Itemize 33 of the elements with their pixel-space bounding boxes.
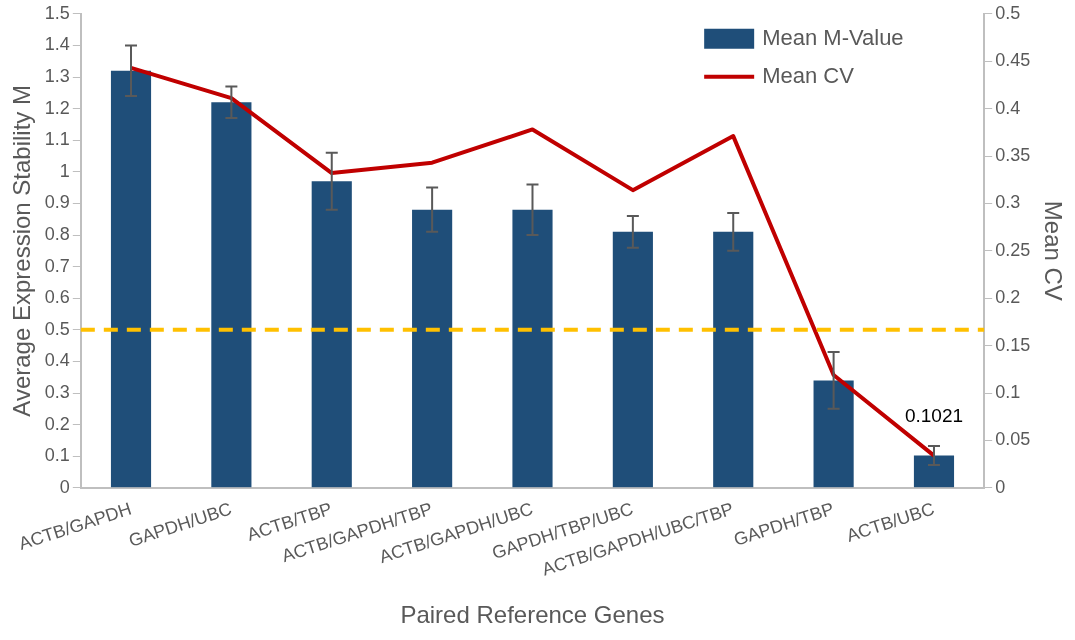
y-tick-label: 1.1 xyxy=(44,129,70,150)
y-axis-title: Average Expression Stability M xyxy=(8,84,36,417)
y2-tick-label: 0.15 xyxy=(995,334,1031,355)
y2-tick-label: 0.5 xyxy=(995,2,1021,23)
legend-label: Mean M-Value xyxy=(762,24,904,50)
y2-tick-label: 0.35 xyxy=(995,144,1031,165)
y2-tick-label: 0.4 xyxy=(995,97,1021,118)
y2-tick-label: 0.1 xyxy=(995,382,1021,402)
y-tick-label: 0 xyxy=(59,476,70,497)
y-tick-label: 0.9 xyxy=(44,192,70,213)
y-tick-label: 0.4 xyxy=(44,350,70,371)
y-tick-label: 0.5 xyxy=(44,318,70,339)
y-tick-label: 0.1 xyxy=(44,445,70,466)
y-tick-label: 0.7 xyxy=(44,255,70,276)
y2-tick-label: 0.2 xyxy=(995,287,1021,308)
x-axis-title: Paired Reference Genes xyxy=(400,601,665,629)
y-tick-label: 0.8 xyxy=(44,223,70,244)
y-tick-label: 1.4 xyxy=(44,34,70,55)
y2-tick-label: 0.45 xyxy=(995,50,1031,71)
y2-tick-label: 0.05 xyxy=(995,429,1031,450)
y-tick-label: 1 xyxy=(59,160,70,181)
y2-tick-label: 0.3 xyxy=(995,192,1021,213)
y-tick-label: 1.3 xyxy=(44,65,70,86)
y-tick-label: 1.5 xyxy=(44,2,70,23)
y-tick-label: 1.2 xyxy=(44,97,70,118)
y-tick-label: 0.2 xyxy=(44,413,70,434)
data-label: 0.1021 xyxy=(904,404,964,426)
y-tick-label: 0.6 xyxy=(44,287,70,308)
y-tick-label: 0.3 xyxy=(44,382,70,402)
y2-tick-label: 0.25 xyxy=(995,239,1031,260)
legend-label: Mean CV xyxy=(762,62,855,88)
y2-axis-title: Mean CV xyxy=(1039,200,1067,301)
y2-tick-label: 0 xyxy=(995,476,1006,497)
